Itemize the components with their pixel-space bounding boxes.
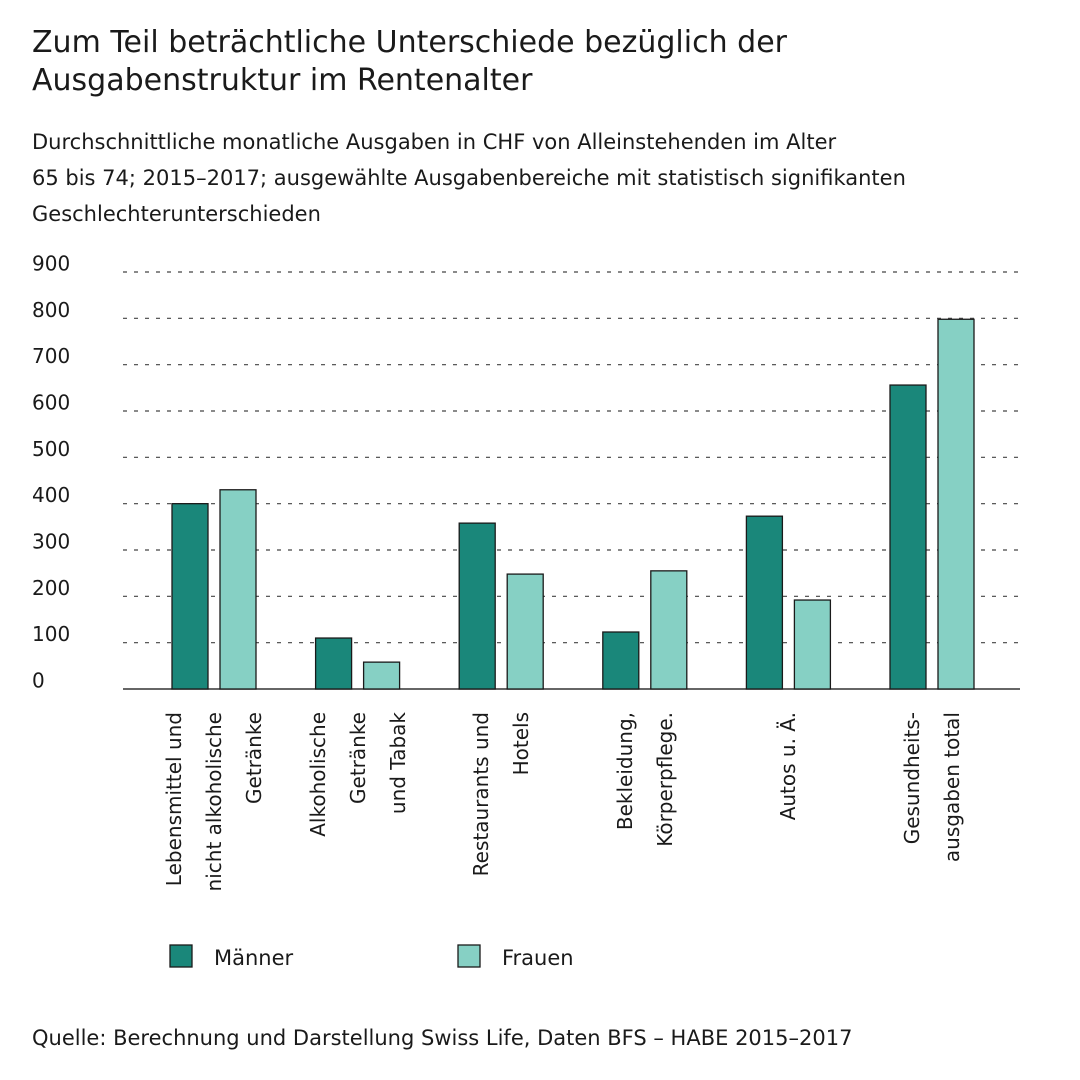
x-tick-label: Restaurants und Hotels	[469, 712, 534, 877]
legend-swatch	[169, 944, 193, 968]
bar	[171, 503, 209, 690]
y-tick-label: 0	[32, 669, 45, 693]
chart-subtitle: Durchschnittliche monatliche Ausgaben in…	[32, 130, 906, 226]
y-tick-label: 300	[32, 530, 70, 554]
bar	[650, 570, 688, 690]
x-tick-label: Autos u. Ä.	[776, 712, 801, 821]
y-tick-label: 800	[32, 298, 70, 322]
source-note: Quelle: Berechnung und Darstellung Swiss…	[32, 1026, 853, 1050]
bar	[506, 573, 544, 690]
y-tick-label: 700	[32, 344, 70, 368]
y-tick-label: 100	[32, 622, 70, 646]
bar	[362, 661, 401, 690]
legend-label: Männer	[214, 946, 294, 970]
x-tick-label: Lebensmittel und nicht alkoholische Getr…	[162, 712, 266, 892]
bar	[458, 522, 496, 690]
x-tick-label: Alkoholische Getränke und Tabak	[305, 712, 410, 837]
legend-label: Frauen	[502, 946, 574, 970]
x-tick-label: Gesundheits- ausgaben total	[900, 712, 964, 863]
bar	[745, 515, 784, 690]
y-tick-label: 900	[32, 252, 70, 276]
y-tick-label: 400	[32, 483, 70, 507]
bar	[937, 318, 975, 690]
y-tick-label: 500	[32, 437, 70, 461]
bar	[219, 489, 257, 690]
bar	[314, 637, 353, 690]
x-tick-label: Bekleidung, Körperpflege.	[612, 712, 677, 847]
chart-title: Zum Teil beträchtliche Unterschiede bezü…	[32, 25, 787, 98]
y-tick-label: 600	[32, 391, 70, 415]
legend-swatch	[457, 944, 481, 968]
y-tick-label: 200	[32, 576, 70, 600]
bar	[889, 384, 927, 690]
bar	[602, 631, 640, 690]
bar	[793, 599, 832, 690]
